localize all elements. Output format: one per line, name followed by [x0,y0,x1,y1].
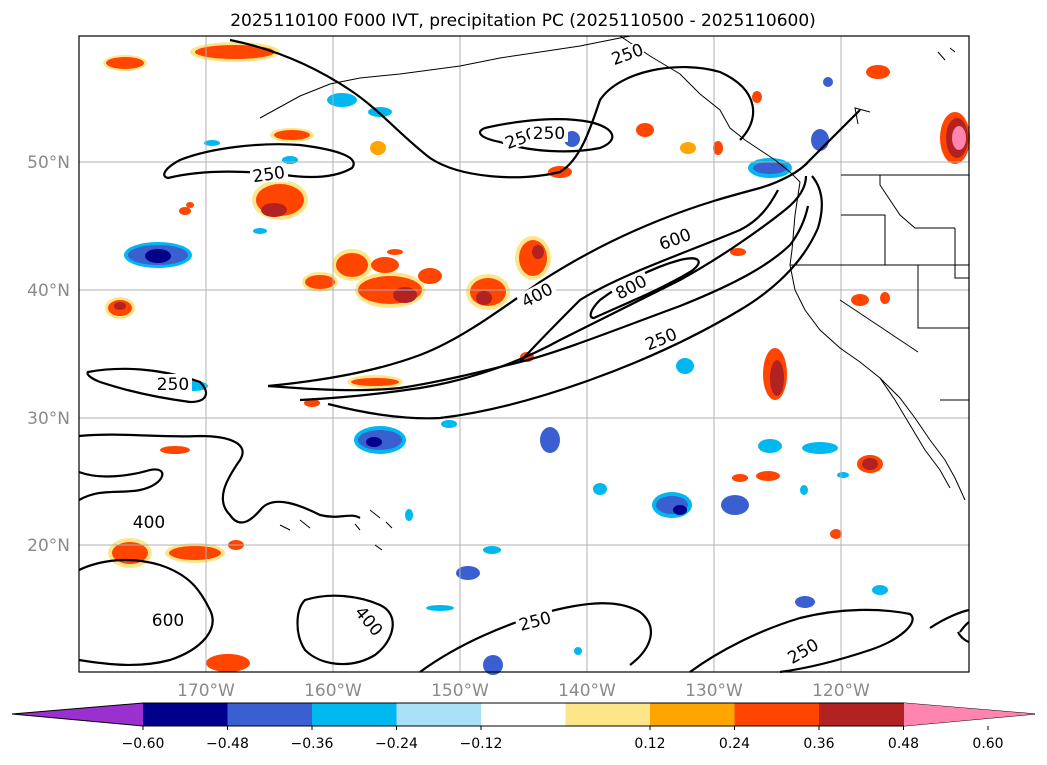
contour-labels: 250 250 250 250 250 400 400 600 800 250 … [130,40,824,669]
ivt-contours [78,38,970,674]
figure-title: 2025110100 F000 IVT, precipitation PC (2… [230,11,816,31]
colorbar-tick-label: −0.36 [291,736,334,752]
lon-label-170w: 170°W [177,681,235,701]
colorbar-tick-label: −0.60 [122,736,165,752]
colorbar-segment [312,703,397,726]
colorbar-segment [481,703,566,726]
colorbar-tick-label: 0.24 [719,736,750,752]
lon-label-120w: 120°W [812,681,870,701]
colorbar-segment [227,703,313,726]
colorbar-segment [143,703,228,726]
colorbar-segment [650,703,735,726]
colorbar-tick-label: 0.48 [888,736,919,752]
lon-label-130w: 130°W [685,681,743,701]
colorbar-tick-label: −0.24 [375,736,418,752]
colorbar-segment [396,703,482,726]
colorbar-tick-label: 0.12 [634,736,665,752]
lat-label-20n: 20°N [27,536,70,556]
colorbar-segments [11,702,1036,727]
colorbar-tick-label: −0.12 [460,736,503,752]
colorbar-segment [819,703,904,726]
contour-label: 600 [152,611,184,631]
colorbar-segment [734,703,820,726]
colorbar-tick-label: −0.48 [206,736,249,752]
negative-precip-blobs [124,77,888,675]
colorbar: −0.60 −0.48 −0.36 −0.24 −0.12 0.12 0.24 0.36 0.4… [11,702,1036,752]
map-frame [78,35,970,673]
lon-label-140w: 140°W [558,681,616,701]
lat-label-50n: 50°N [27,153,70,173]
contour-label: 400 [133,513,165,533]
contour-label: 250 [533,124,565,144]
lat-label-30n: 30°N [27,409,70,429]
lat-label-40n: 40°N [27,281,70,301]
lon-label-150w: 150°W [431,681,489,701]
colorbar-tick-label: 0.60 [972,736,1003,752]
colorbar-tick-label: 0.36 [803,736,834,752]
colorbar-extend-high [904,703,1035,726]
latitude-labels: 50°N 40°N 30°N 20°N [27,153,70,556]
colorbar-extend-low [12,703,143,726]
lon-label-160w: 160°W [304,681,362,701]
graticule [79,36,969,672]
colorbar-segment [565,703,651,726]
contour-label: 250 [251,163,286,187]
contour-label: 250 [157,375,189,395]
longitude-labels: 170°W 160°W 150°W 140°W 130°W 120°W [177,681,870,701]
colorbar-ticks: −0.60 −0.48 −0.36 −0.24 −0.12 0.12 0.24 0.36 0.4… [122,726,1004,752]
